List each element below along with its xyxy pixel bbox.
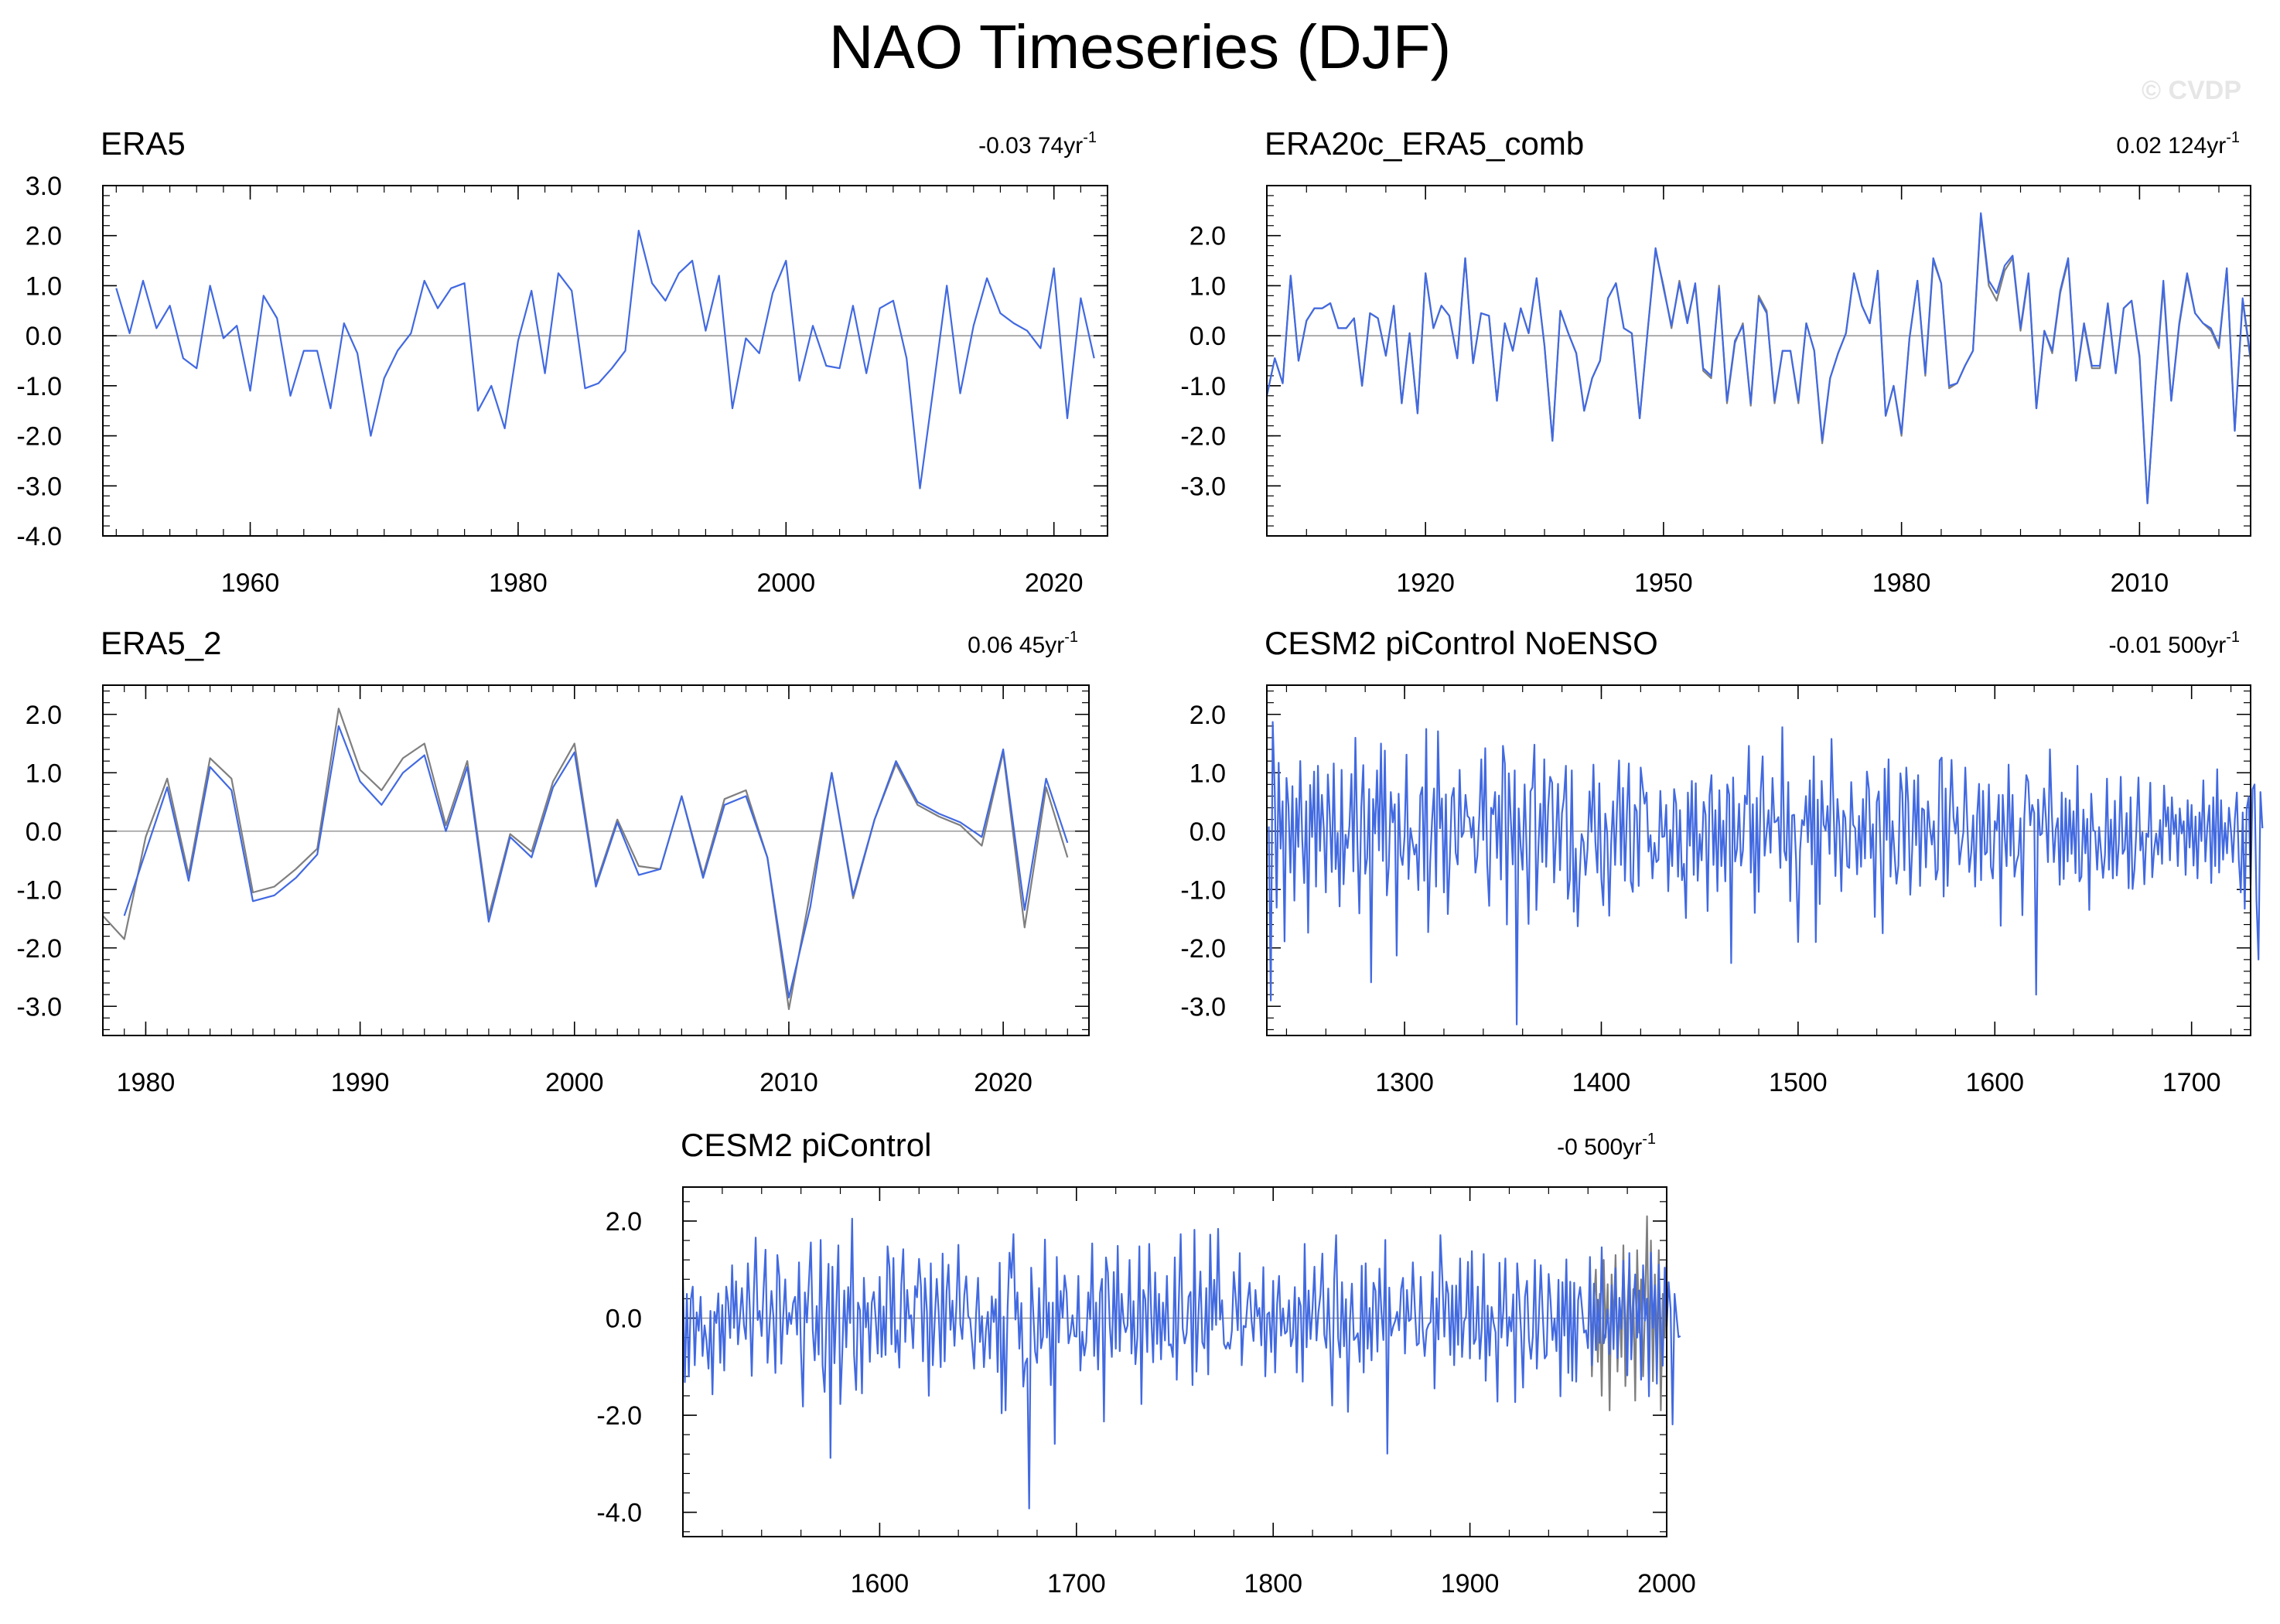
x-tick-label: 1800 (1244, 1569, 1302, 1598)
panels-container: 3.0 2.0 1.0 0.0 -1.0 -2.0 -3.0 -4.0 1960 1980 2000… (16, 125, 2264, 1598)
y-tick-label: -3.0 (1180, 472, 1226, 501)
trend-text: 0.02 124yr (2116, 133, 2226, 159)
y-tick-label: -1.0 (1180, 372, 1226, 401)
x-tick-label: 1980 (117, 1068, 176, 1097)
y-tick-label: 1.0 (26, 271, 62, 301)
x-tick-label: 2020 (974, 1068, 1032, 1097)
trend-exponent: -1 (1642, 1131, 1656, 1148)
x-tick-label: 1960 (221, 568, 280, 598)
panel-title: ERA20c_ERA5_comb (1265, 125, 1584, 162)
panel-title: CESM2 piControl (681, 1127, 931, 1163)
y-tick-label: -3.0 (16, 472, 62, 501)
y-tick-label: -2.0 (16, 422, 62, 452)
credit-watermark: © CVDP (2142, 76, 2241, 105)
panel-5: 2.0 0.0 -2.0 -4.0 1600 1700 1800 1900 2000 CESM2 … (596, 1127, 1695, 1598)
trend-exponent: -1 (2226, 629, 2240, 646)
x-tick-label: 2010 (2111, 568, 2169, 598)
x-tick-label: 1990 (331, 1068, 390, 1097)
y-tick-label: 1.0 (1189, 271, 1226, 301)
y-tick-label: -2.0 (1180, 422, 1226, 452)
y-tick-label: 0.0 (606, 1305, 642, 1334)
y-tick-label: -3.0 (1180, 992, 1226, 1022)
x-tick-label: 1980 (1872, 568, 1931, 598)
x-tick-label: 2020 (1025, 568, 1084, 598)
y-tick-label: 0.0 (1189, 322, 1226, 351)
axes-frame (1266, 185, 2251, 537)
trend-label: 0.06 45yr-1 (968, 629, 1078, 658)
x-tick-label: 1600 (1965, 1068, 2024, 1097)
trend-text: -0.01 500yr (2108, 633, 2226, 658)
trend-label: -0.01 500yr-1 (2108, 629, 2240, 658)
series-line-1 (1268, 721, 2264, 1025)
axes-frame (102, 684, 1090, 1036)
x-tick-label: 1500 (1769, 1068, 1828, 1097)
series-line-1 (1265, 214, 2252, 504)
panel-title: ERA5_2 (101, 625, 221, 661)
series-line-1 (115, 230, 1095, 490)
y-tick-label: -2.0 (16, 934, 62, 964)
y-tick-label: 3.0 (26, 172, 62, 201)
x-tick-label: 1950 (1634, 568, 1693, 598)
trend-text: -0.03 74yr (978, 133, 1083, 159)
y-tick-label: 2.0 (26, 701, 62, 730)
y-tick-label: 0.0 (26, 322, 62, 351)
y-tick-label: 2.0 (606, 1207, 642, 1237)
x-tick-label: 1300 (1375, 1068, 1434, 1097)
y-tick-label: 0.0 (26, 817, 62, 847)
trend-exponent: -1 (1083, 129, 1097, 146)
x-tick-label: 1600 (851, 1569, 910, 1598)
y-tick-label: -2.0 (1180, 934, 1226, 964)
x-tick-label: 1980 (489, 568, 548, 598)
x-tick-label: 2000 (1637, 1569, 1696, 1598)
y-tick-label: -1.0 (16, 875, 62, 905)
series-line-2 (681, 1217, 1681, 1510)
panel-title: CESM2 piControl NoENSO (1265, 625, 1658, 661)
y-tick-label: -1.0 (1180, 875, 1226, 905)
x-tick-label: 1700 (1047, 1569, 1106, 1598)
panel-3: 2.0 1.0 0.0 -1.0 -2.0 -3.0 1980 1990 2000 2010 202… (16, 625, 1090, 1097)
y-tick-label: 1.0 (1189, 759, 1226, 788)
trend-exponent: -1 (2226, 129, 2240, 146)
series-line-1 (102, 708, 1069, 1011)
y-tick-label: -4.0 (16, 522, 62, 551)
panel-1: 3.0 2.0 1.0 0.0 -1.0 -2.0 -3.0 -4.0 1960 1980 2000… (16, 125, 1108, 598)
trend-label: 0.02 124yr-1 (2116, 129, 2240, 159)
y-tick-label: -2.0 (596, 1401, 642, 1431)
series-line-2 (1265, 212, 2252, 504)
y-tick-label: -4.0 (596, 1499, 642, 1528)
series-line-2 (123, 725, 1069, 998)
x-tick-label: 1920 (1396, 568, 1455, 598)
series-line-1 (1587, 1215, 1668, 1411)
trend-label: -0.03 74yr-1 (978, 129, 1097, 159)
trend-exponent: -1 (1064, 629, 1078, 646)
trend-text: -0 500yr (1557, 1134, 1642, 1160)
y-tick-label: 0.0 (1189, 817, 1226, 847)
trend-text: 0.06 45yr (968, 633, 1064, 658)
axes-frame (102, 185, 1108, 537)
x-tick-label: 1700 (2162, 1068, 2221, 1097)
axes-frame (682, 1186, 1667, 1537)
x-tick-label: 1900 (1441, 1569, 1500, 1598)
x-tick-label: 2000 (545, 1068, 604, 1097)
y-tick-label: 1.0 (26, 759, 62, 788)
y-tick-label: 2.0 (1189, 701, 1226, 730)
panel-title: ERA5 (101, 125, 186, 162)
x-tick-label: 2010 (759, 1068, 818, 1097)
x-tick-label: 1400 (1572, 1068, 1631, 1097)
y-tick-label: -1.0 (16, 372, 62, 401)
figure-title: NAO Timeseries (DJF) (829, 12, 1452, 81)
y-tick-label: -3.0 (16, 992, 62, 1022)
x-tick-label: 2000 (756, 568, 815, 598)
axes-frame (1266, 684, 2251, 1036)
panel-4: 2.0 1.0 0.0 -1.0 -2.0 -3.0 1300 1400 1500 1600 170… (1180, 625, 2264, 1097)
y-tick-label: 2.0 (1189, 222, 1226, 251)
trend-label: -0 500yr-1 (1557, 1131, 1656, 1160)
panel-2: 2.0 1.0 0.0 -1.0 -2.0 -3.0 1920 1950 1980 2010 ERA… (1180, 125, 2252, 598)
y-tick-label: 2.0 (26, 222, 62, 251)
